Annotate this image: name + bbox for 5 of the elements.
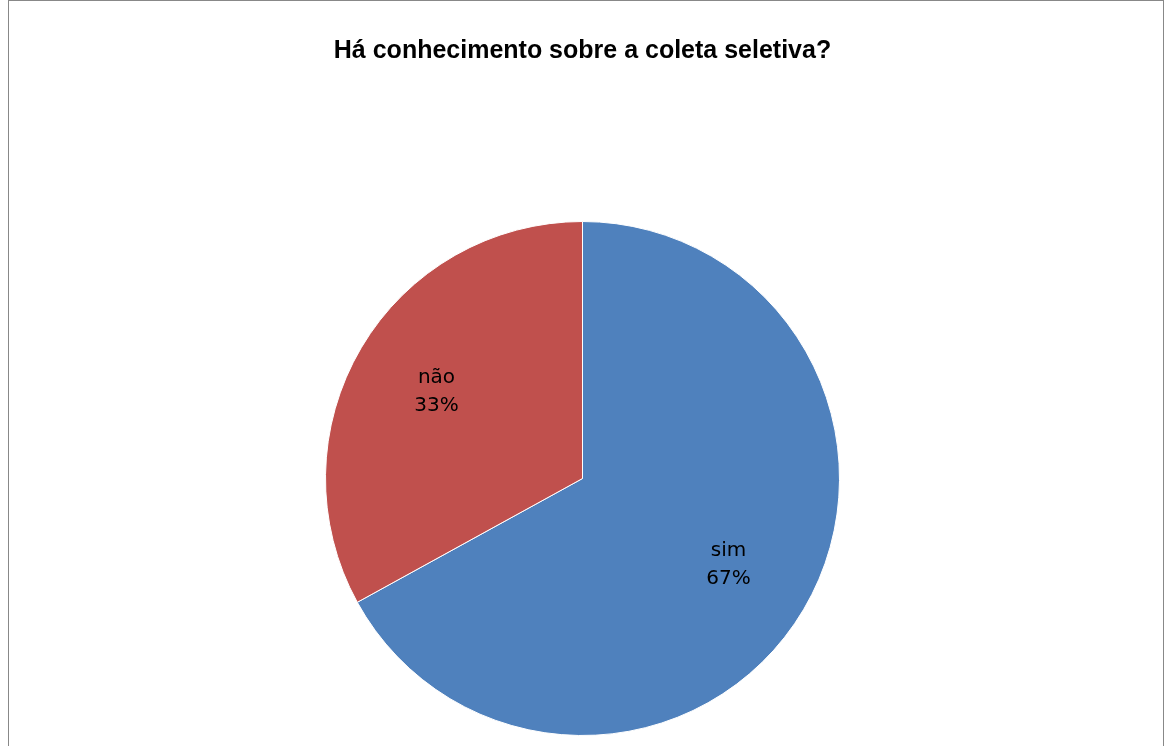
slice-label: sim xyxy=(710,537,747,562)
data-label: 33% xyxy=(414,392,459,417)
chart-title: Há conhecimento sobre a coleta seletiva? xyxy=(333,34,832,63)
slice-label: não xyxy=(417,364,456,389)
data-label: 67% xyxy=(706,565,751,590)
